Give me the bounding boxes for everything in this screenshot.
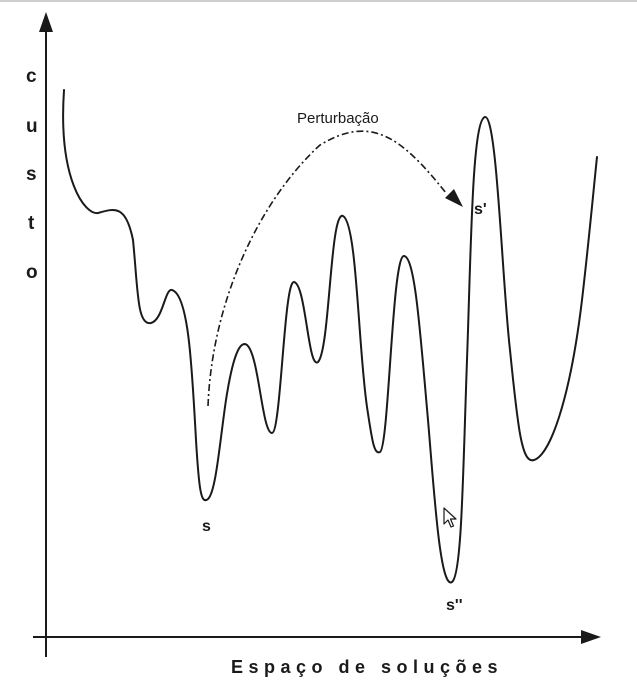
point-label-s-double-prime: s'': [446, 597, 463, 614]
top-border: [0, 0, 637, 2]
y-axis-letter-u: u: [26, 116, 38, 137]
y-axis-arrowhead: [39, 12, 53, 32]
point-label-s-prime: s': [474, 201, 487, 218]
cost-curve: [62, 89, 598, 584]
mouse-pointer-icon: [443, 507, 457, 528]
y-axis-letter-c: c: [26, 66, 37, 87]
y-axis-letter-o: o: [26, 262, 38, 283]
point-label-s: s: [202, 518, 211, 535]
perturbation-arrowhead: [445, 189, 463, 207]
x-axis-arrowhead: [581, 630, 601, 644]
x-axis-label: Espaço de soluções: [231, 657, 503, 677]
perturbation-label: Perturbação: [297, 110, 379, 127]
y-axis-letter-t: t: [28, 213, 35, 234]
perturbation-arrow: [207, 130, 447, 407]
y-axis-letter-s: s: [26, 164, 37, 185]
